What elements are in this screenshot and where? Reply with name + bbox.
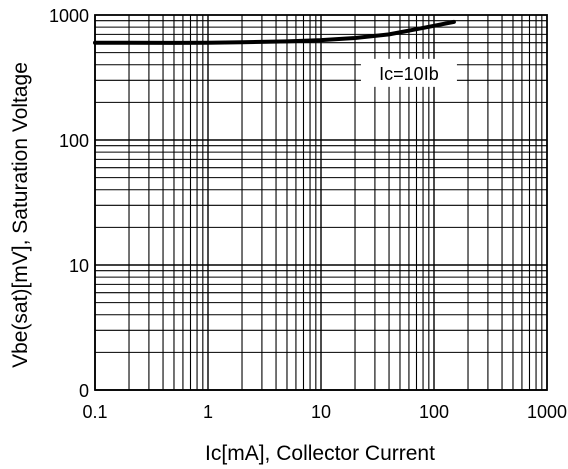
grid <box>94 14 548 391</box>
y-tick-label: 10 <box>69 256 89 276</box>
plot-frame <box>94 14 548 391</box>
series-line <box>93 19 456 45</box>
annotation-layer: Ic=10Ib <box>360 58 457 87</box>
series-layer <box>93 19 456 45</box>
x-tick-label: 100 <box>419 402 449 422</box>
tick-labels: 0.1 1 10 100 1000 0 10 100 1000 <box>49 6 567 422</box>
y-tick-label: 1000 <box>49 6 89 26</box>
annotation-background <box>360 58 457 87</box>
annotation-label: Ic=10Ib <box>379 64 439 84</box>
x-axis-label: Ic[mA], Collector Current <box>205 442 435 465</box>
y-tick-label: 100 <box>59 131 89 151</box>
y-axis-label: Vbe(sat)[mV], Saturation Voltage <box>9 62 32 368</box>
x-tick-label: 1000 <box>527 402 567 422</box>
y-tick-label: 0 <box>79 381 89 401</box>
x-tick-label: 0.1 <box>82 402 107 422</box>
x-tick-label: 1 <box>203 402 213 422</box>
x-tick-label: 10 <box>311 402 331 422</box>
